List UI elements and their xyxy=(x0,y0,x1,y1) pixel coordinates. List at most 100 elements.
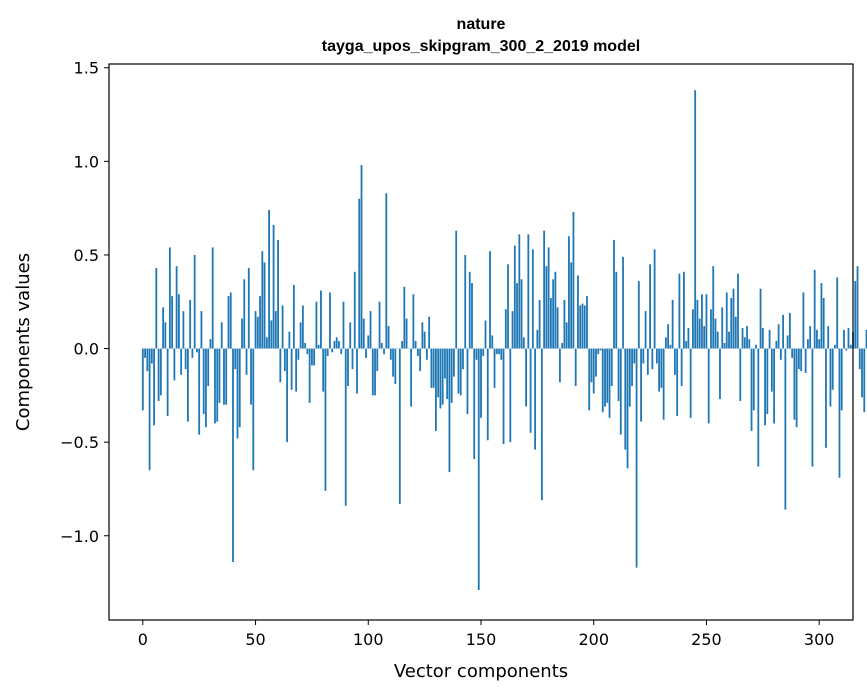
bar-208 xyxy=(610,348,613,386)
bar-38 xyxy=(227,296,230,349)
bar-278 xyxy=(768,329,771,349)
bar-184 xyxy=(556,307,559,349)
bar-269 xyxy=(748,339,751,349)
bar-31 xyxy=(211,247,214,349)
bar-127 xyxy=(428,316,431,349)
bar-218 xyxy=(633,348,636,364)
bar-110 xyxy=(389,348,392,360)
x-tick-label: 50 xyxy=(245,630,265,649)
bar-29 xyxy=(207,348,210,386)
bar-219 xyxy=(635,348,638,568)
bar-306 xyxy=(831,348,834,390)
bar-192 xyxy=(574,348,577,386)
bar-150 xyxy=(480,348,482,418)
bar-115 xyxy=(401,341,403,349)
bar-117 xyxy=(405,318,408,349)
bar-18 xyxy=(182,311,185,349)
bar-86 xyxy=(335,337,338,349)
bar-130 xyxy=(435,348,437,431)
bar-307 xyxy=(834,344,836,349)
bar-213 xyxy=(622,256,624,349)
bar-161 xyxy=(504,309,507,349)
bar-190 xyxy=(570,262,573,349)
bar-55 xyxy=(265,337,268,349)
bar-195 xyxy=(581,303,584,349)
bar-66 xyxy=(290,348,293,390)
bar-111 xyxy=(392,348,394,377)
bar-204 xyxy=(601,348,604,413)
bar-222 xyxy=(642,348,645,364)
bar-237 xyxy=(676,348,679,416)
bar-93 xyxy=(351,348,354,370)
bar-284 xyxy=(782,314,785,349)
bar-107 xyxy=(383,348,385,355)
bar-220 xyxy=(637,281,640,349)
bar-311 xyxy=(843,329,845,349)
bar-236 xyxy=(673,348,676,375)
bar-14 xyxy=(173,348,176,381)
bar-5 xyxy=(153,348,155,426)
bar-82 xyxy=(326,348,329,357)
bar-317 xyxy=(856,266,859,349)
x-axis-label: Vector components xyxy=(394,661,568,682)
bar-302 xyxy=(822,298,825,349)
bar-164 xyxy=(511,311,514,349)
bar-261 xyxy=(730,298,733,349)
y-axis-label: Components values xyxy=(13,253,34,431)
bar-260 xyxy=(728,331,730,349)
bar-270 xyxy=(750,348,753,431)
bar-148 xyxy=(475,348,478,360)
bar-116 xyxy=(403,286,406,349)
bar-141 xyxy=(459,348,462,396)
bar-249 xyxy=(703,326,706,349)
bar-170 xyxy=(525,348,527,407)
bar-292 xyxy=(800,348,803,372)
bar-276 xyxy=(764,348,766,426)
bar-134 xyxy=(444,348,446,379)
bar-132 xyxy=(439,348,442,409)
bar-239 xyxy=(680,348,683,386)
bar-139 xyxy=(455,230,458,349)
bar-267 xyxy=(743,337,746,349)
y-tick-label: 0.0 xyxy=(74,340,99,359)
bar-16 xyxy=(177,294,180,349)
bar-39 xyxy=(229,292,232,349)
bar-104 xyxy=(376,348,379,372)
plot-frame xyxy=(108,63,854,621)
bar-124 xyxy=(421,322,424,349)
bar-281 xyxy=(775,341,778,349)
bar-308 xyxy=(836,277,839,349)
bar-186 xyxy=(561,342,564,349)
bar-99 xyxy=(365,348,367,358)
bar-26 xyxy=(200,311,203,349)
bar-216 xyxy=(628,348,631,407)
bar-131 xyxy=(437,348,440,398)
bar-168 xyxy=(520,279,523,349)
bar-228 xyxy=(655,348,658,364)
bar-214 xyxy=(624,348,627,450)
bar-91 xyxy=(347,348,349,386)
bar-106 xyxy=(380,342,383,349)
bar-263 xyxy=(734,316,737,349)
bar-72 xyxy=(304,342,307,349)
bar-300 xyxy=(818,339,821,349)
bar-205 xyxy=(604,348,606,407)
bar-224 xyxy=(646,348,649,375)
bar-193 xyxy=(577,275,579,349)
bar-1 xyxy=(144,348,146,358)
bar-301 xyxy=(820,283,823,349)
bar-94 xyxy=(353,271,356,349)
bar-108 xyxy=(385,193,388,349)
bar-282 xyxy=(777,324,780,349)
bar-234 xyxy=(669,344,672,349)
bar-95 xyxy=(356,348,358,394)
bar-235 xyxy=(671,299,674,349)
bar-181 xyxy=(549,298,552,349)
bar-81 xyxy=(324,348,327,491)
bar-254 xyxy=(714,318,717,349)
bar-233 xyxy=(667,324,670,349)
bar-229 xyxy=(658,348,661,392)
bar-80 xyxy=(322,348,325,392)
bar-45 xyxy=(243,279,246,349)
